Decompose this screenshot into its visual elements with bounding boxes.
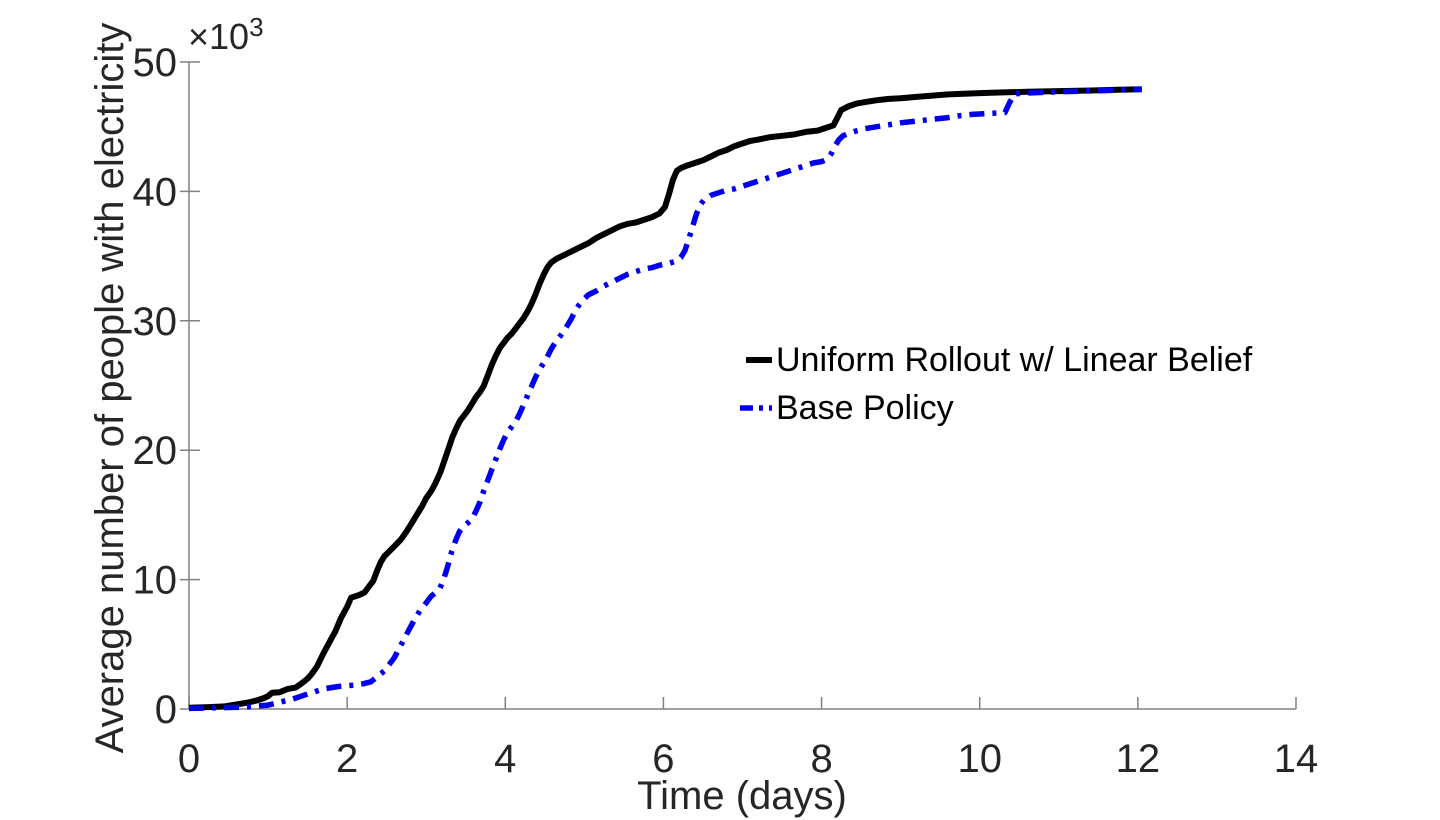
series-lines (188, 86, 1142, 712)
series-line-base-policy (188, 86, 1142, 712)
x-tick-label: 0 (178, 737, 200, 781)
legend-dash-dot-line-icon (740, 405, 772, 411)
y-tick-label: 30 (133, 300, 178, 344)
y-tick-label: 0 (155, 688, 177, 732)
legend: Uniform Rollout w/ Linear Belief Base Po… (740, 336, 1252, 432)
y-axis-offset-label: ×103 (188, 12, 264, 58)
x-tick-label: 10 (957, 737, 1002, 781)
x-tick-label: 4 (494, 737, 516, 781)
x-tick-label: 8 (810, 737, 832, 781)
legend-item-uniform-rollout: Uniform Rollout w/ Linear Belief (740, 336, 1252, 384)
y-tick-label: 10 (133, 559, 178, 603)
y-tick-label: 40 (133, 170, 178, 214)
legend-label: Uniform Rollout w/ Linear Belief (776, 340, 1253, 379)
y-axis-label: Average number of people with electricit… (88, 22, 132, 754)
x-tick-label: 2 (336, 737, 358, 781)
y-tick-label: 50 (133, 41, 178, 85)
legend-solid-line-icon (746, 357, 772, 363)
offset-exponent: 3 (249, 12, 264, 42)
x-tick-label: 6 (652, 737, 674, 781)
y-tick-label: 20 (133, 429, 178, 473)
legend-item-base-policy: Base Policy (740, 384, 1252, 432)
x-axis-label: Time (days) (637, 774, 847, 818)
x-tick-label: 14 (1274, 737, 1319, 781)
x-tick-label: 12 (1116, 737, 1161, 781)
offset-base: ×10 (188, 16, 250, 57)
legend-label: Base Policy (776, 388, 954, 427)
tick-labels: 0 2 4 6 8 10 12 14 0 10 20 30 40 50 (133, 41, 1319, 781)
series-line-uniform-rollout-w-linear-belief (188, 86, 1142, 711)
axes (180, 61, 1297, 710)
